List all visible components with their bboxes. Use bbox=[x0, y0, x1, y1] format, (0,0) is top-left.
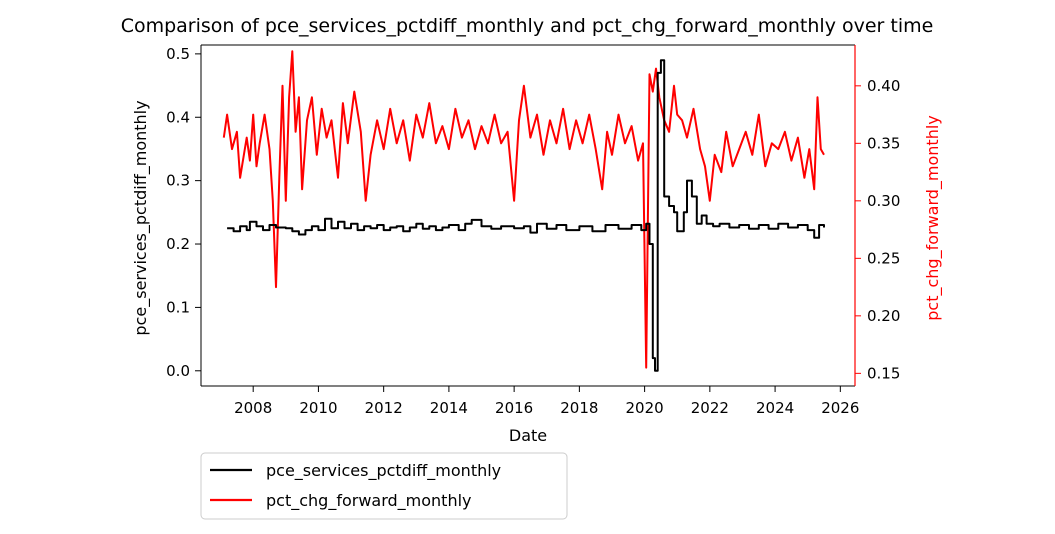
x-tick-label: 2010 bbox=[299, 399, 337, 417]
y-right-tick-label: 0.30 bbox=[867, 192, 900, 210]
y-right-tick-label: 0.35 bbox=[867, 134, 900, 152]
y-left-tick-label: 0.4 bbox=[166, 108, 190, 126]
y-axis-left-label: pce_services_pctdiff_monthly bbox=[131, 100, 151, 335]
y-axis-right: 0.15 0.20 0.25 0.30 0.35 0.40 bbox=[855, 77, 900, 382]
legend-box bbox=[200, 452, 568, 520]
x-tick-label: 2026 bbox=[821, 399, 859, 417]
legend-label-pce: pce_services_pctdiff_monthly bbox=[266, 461, 501, 481]
x-axis-label: Date bbox=[509, 426, 547, 445]
y-right-tick-label: 0.40 bbox=[867, 77, 900, 95]
y-right-tick-label: 0.25 bbox=[867, 249, 900, 267]
y-left-tick-label: 0.5 bbox=[166, 45, 190, 63]
y-right-tick-label: 0.20 bbox=[867, 307, 900, 325]
x-tick-label: 2012 bbox=[365, 399, 403, 417]
x-tick-label: 2020 bbox=[626, 399, 664, 417]
y-left-tick-label: 0.0 bbox=[166, 362, 190, 380]
y-axis-right-label: pct_chg_forward_monthly bbox=[923, 115, 943, 321]
y-right-tick-label: 0.15 bbox=[867, 364, 900, 382]
series-layer bbox=[222, 50, 825, 372]
x-tick-label: 2016 bbox=[495, 399, 533, 417]
plot-frame bbox=[200, 44, 856, 387]
x-axis: 2008 2010 2012 2014 2016 2018 2020 2022 2024 2026 bbox=[234, 386, 859, 417]
x-tick-label: 2024 bbox=[756, 399, 794, 417]
y-left-tick-label: 0.2 bbox=[166, 235, 190, 253]
y-left-tick-label: 0.3 bbox=[166, 172, 190, 190]
legend: pce_services_pctdiff_monthly pct_chg_for… bbox=[200, 452, 568, 520]
y-axis-left: 0.0 0.1 0.2 0.3 0.4 0.5 bbox=[166, 45, 201, 380]
x-tick-label: 2014 bbox=[430, 399, 468, 417]
y-left-tick-label: 0.1 bbox=[166, 298, 190, 316]
series-line-pce_services_pctdiff_monthly bbox=[227, 59, 825, 372]
series-line-pct_chg_forward_monthly bbox=[222, 50, 825, 369]
x-tick-label: 2018 bbox=[560, 399, 598, 417]
chart-title: Comparison of pce_services_pctdiff_month… bbox=[121, 15, 934, 37]
x-tick-label: 2022 bbox=[691, 399, 729, 417]
x-tick-label: 2008 bbox=[234, 399, 272, 417]
plot-area bbox=[201, 45, 855, 386]
legend-label-fwd: pct_chg_forward_monthly bbox=[266, 491, 472, 511]
